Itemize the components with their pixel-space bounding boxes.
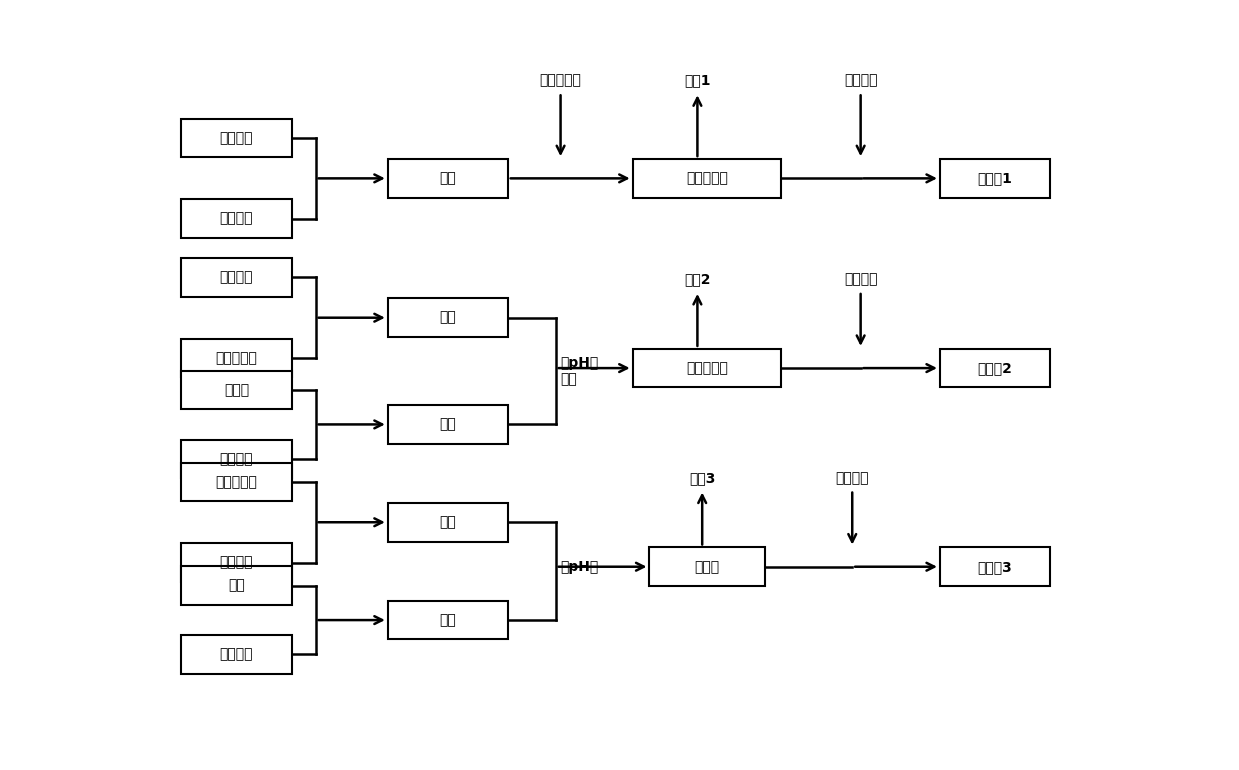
Bar [181,339,291,377]
Text: 洗涤水2: 洗涤水2 [978,361,1012,375]
Text: 无离子水: 无离子水 [219,452,253,466]
Text: 盐酸: 盐酸 [228,579,245,593]
Text: 料浆: 料浆 [440,311,456,325]
Text: 碳酸锆粗品: 碳酸锆粗品 [216,475,258,489]
Text: 洗涤水3: 洗涤水3 [978,560,1012,574]
Text: 调pH值: 调pH值 [560,560,598,574]
Text: 碳酸锆: 碳酸锆 [694,560,720,574]
Text: 无离子水: 无离子水 [219,270,253,284]
Bar [633,349,782,387]
Text: 碱式硫酸锆: 碱式硫酸锆 [216,351,258,365]
Text: 无离子水: 无离子水 [219,131,253,145]
Text: 碳酸钠: 碳酸钠 [224,383,249,397]
Text: 母液2: 母液2 [684,273,711,286]
Text: 碱式硫酸锆: 碱式硫酸锆 [686,172,729,186]
Bar [181,258,291,296]
Bar [388,601,508,639]
Text: 料浆: 料浆 [440,515,456,529]
Text: 溶液: 溶液 [440,172,456,186]
Text: 碳酸锆粗品: 碳酸锆粗品 [686,361,729,375]
Text: 洗涤水1: 洗涤水1 [978,172,1012,186]
Bar [388,299,508,337]
Bar [181,463,291,501]
Text: 无水硫酸钠: 无水硫酸钠 [540,74,581,88]
Text: 调pH值: 调pH值 [560,357,598,370]
Text: 无离子水: 无离子水 [844,273,877,286]
Bar [940,547,1051,586]
Text: 无离子水: 无离子水 [219,648,253,661]
Text: 溶液: 溶液 [440,417,456,431]
Text: 氯氧化锆: 氯氧化锆 [219,212,253,226]
Bar [388,405,508,444]
Bar [181,440,291,478]
Text: 母液1: 母液1 [684,74,711,88]
Bar [649,547,764,586]
Bar [388,159,508,198]
Bar [181,635,291,674]
Bar [181,371,291,410]
Text: 溶液: 溶液 [440,613,456,627]
Text: 无离子水: 无离子水 [835,471,869,485]
Bar [940,349,1051,387]
Text: 无离子水: 无离子水 [844,74,877,88]
Text: 母液3: 母液3 [689,471,715,485]
Text: 无离子水: 无离子水 [219,556,253,570]
Bar [388,503,508,541]
Bar [633,159,782,198]
Bar [181,544,291,582]
Bar [181,119,291,157]
Bar [181,567,291,605]
Bar [940,159,1051,198]
Bar [181,199,291,238]
Text: 升温: 升温 [560,372,577,386]
